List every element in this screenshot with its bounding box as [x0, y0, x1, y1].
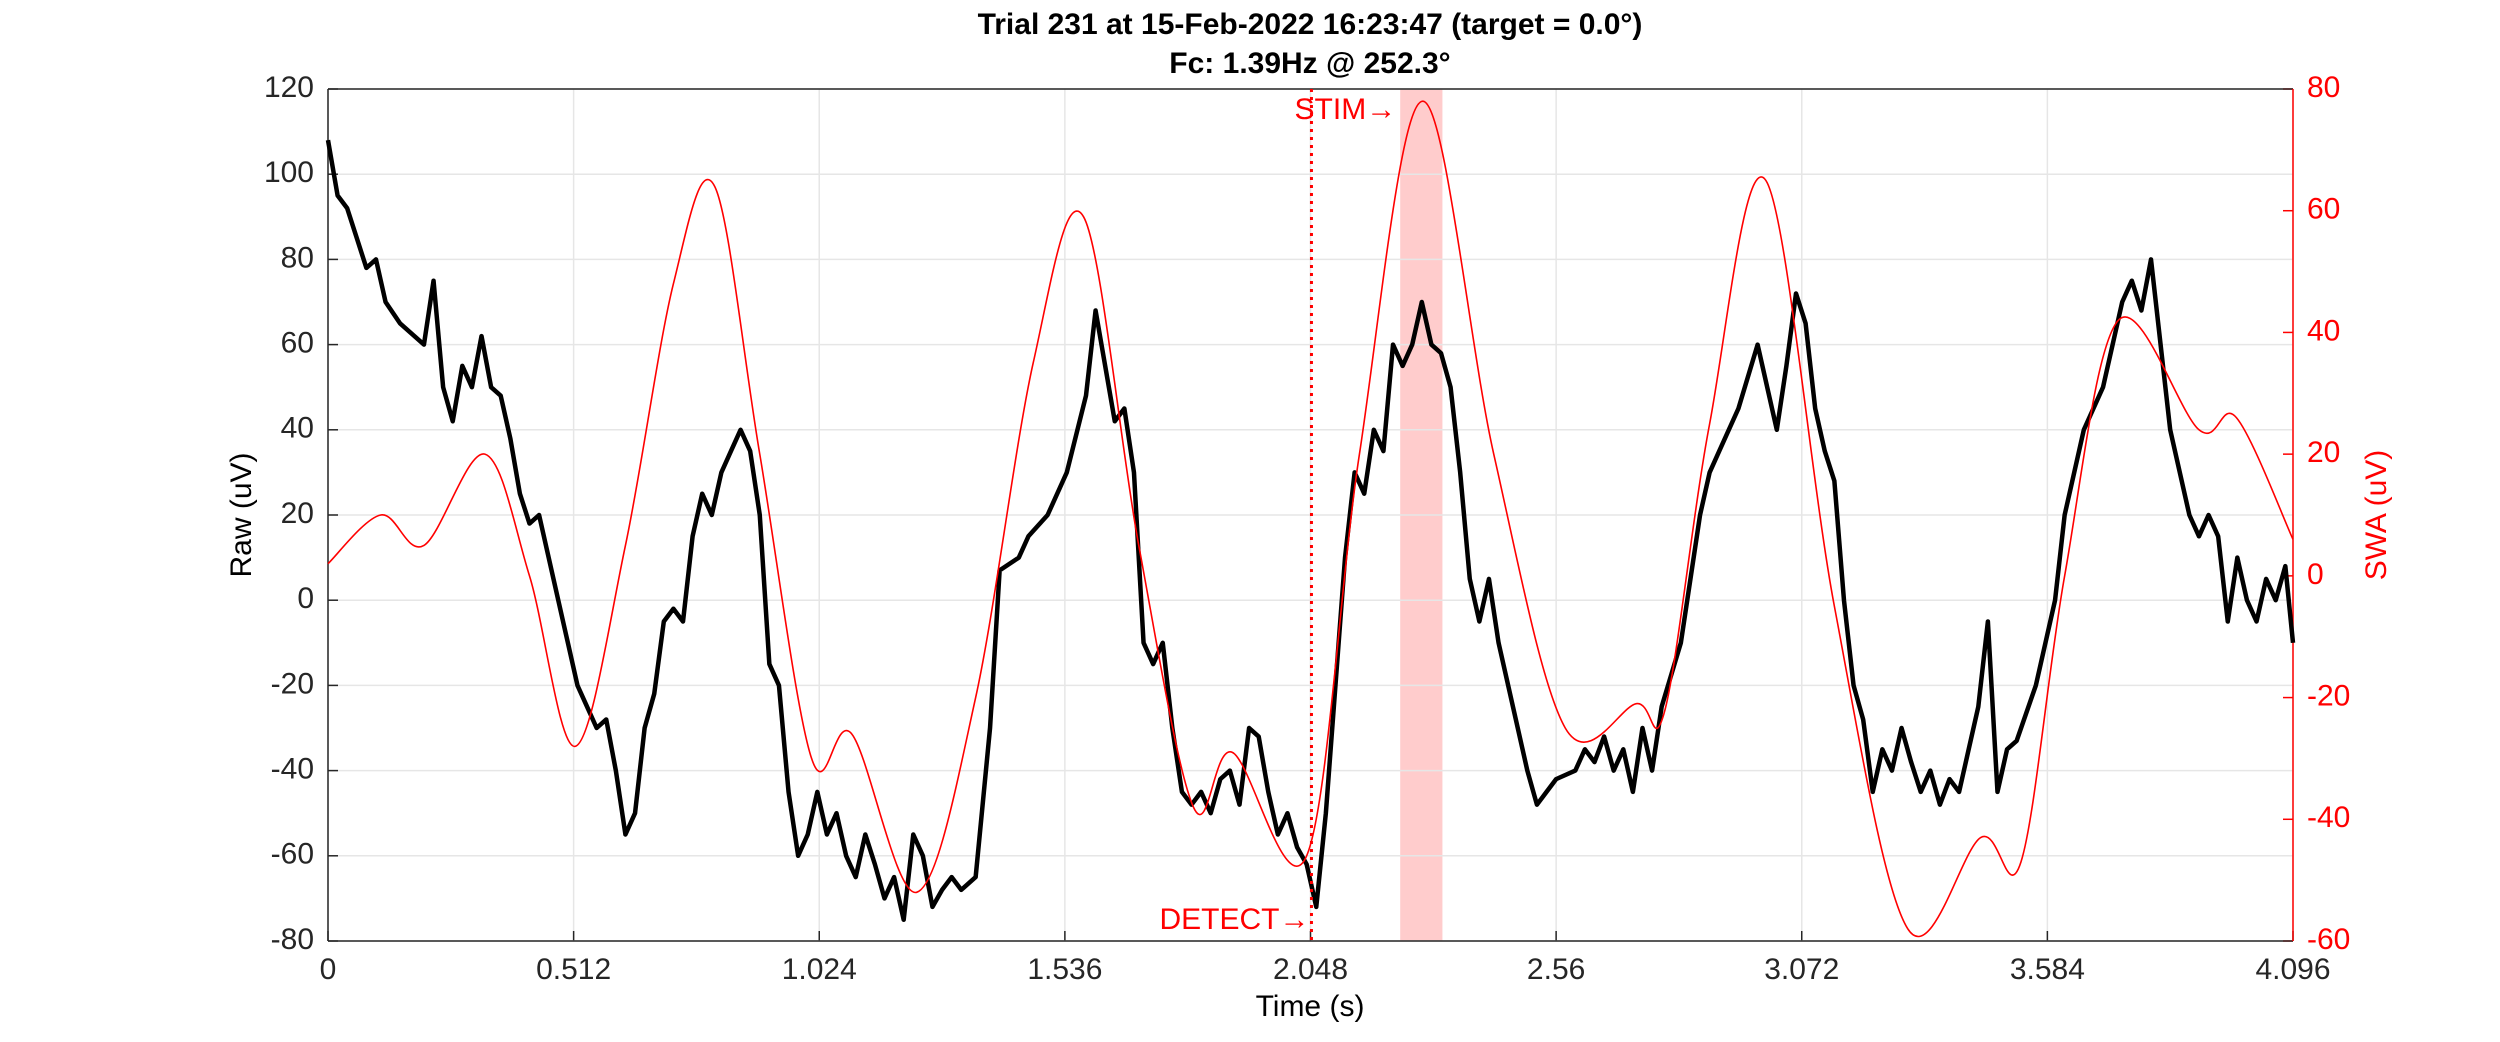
stim-label: STIM→	[1295, 93, 1397, 126]
detect-label: DETECT→	[1159, 903, 1309, 936]
y-tick-label: 0	[297, 582, 314, 615]
y-tick-label: 20	[281, 497, 314, 530]
y-tick-label: -40	[271, 753, 314, 786]
x-tick-label: 1.024	[782, 953, 857, 986]
y-tick-label: -20	[271, 667, 314, 700]
x-tick-label: 0.512	[536, 953, 611, 986]
y2-tick-label: 20	[2307, 436, 2340, 469]
y-tick-label: 100	[264, 156, 314, 189]
y-tick-label: -60	[271, 838, 314, 871]
x-tick-label: 3.072	[1764, 953, 1839, 986]
x-tick-label: 1.536	[1027, 953, 1102, 986]
x-tick-label: 3.584	[2010, 953, 2085, 986]
y2-tick-label: 60	[2307, 193, 2340, 226]
y2-axis-label: SWA (uV)	[2360, 450, 2393, 581]
y2-tick-label: -40	[2307, 801, 2350, 834]
x-axis-label: Time (s)	[1256, 990, 1365, 1023]
y2-tick-label: -60	[2307, 923, 2350, 956]
y-tick-label: -80	[271, 923, 314, 956]
y-tick-label: 40	[281, 412, 314, 445]
y-tick-label: 60	[281, 327, 314, 360]
y-tick-label: 120	[264, 71, 314, 104]
x-tick-label: 2.56	[1527, 953, 1585, 986]
series-line	[327, 100, 2294, 938]
y2-tick-label: 80	[2307, 71, 2340, 104]
x-tick-label: 4.096	[2255, 953, 2330, 986]
x-tick-label: 2.048	[1273, 953, 1348, 986]
y2-tick-label: -20	[2307, 679, 2350, 712]
chart-title: Trial 231 at 15-Feb-2022 16:23:47 (targe…	[978, 8, 1643, 41]
chart-subtitle: Fc: 1.39Hz @ 252.3°	[1169, 47, 1450, 80]
y2-tick-label: 40	[2307, 314, 2340, 347]
x-tick-label: 0	[320, 953, 337, 986]
series-line	[325, 139, 2296, 922]
y-axis-label: Raw (uV)	[225, 452, 258, 577]
y2-tick-label: 0	[2307, 558, 2324, 591]
y-tick-label: 80	[281, 241, 314, 274]
